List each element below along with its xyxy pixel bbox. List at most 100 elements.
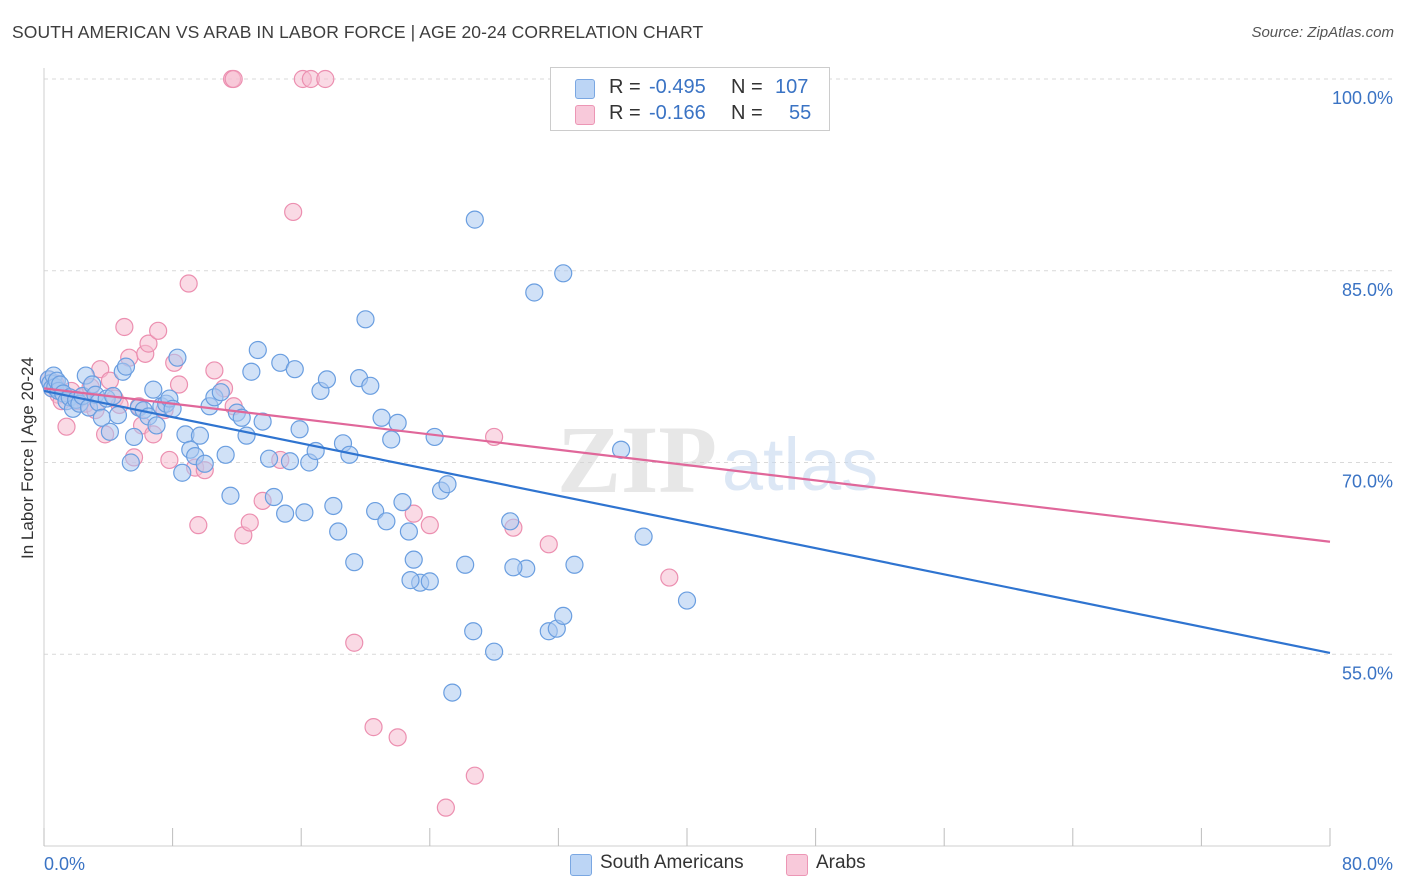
south-american-point <box>554 264 573 283</box>
arab-point <box>205 361 224 380</box>
watermark: ZIP atlas <box>557 406 878 513</box>
arab-point <box>364 718 383 737</box>
south-american-point <box>485 642 504 661</box>
arab-point <box>404 504 423 523</box>
arab-point <box>57 417 76 436</box>
south-american-point <box>253 412 272 431</box>
south-american-point <box>290 420 309 439</box>
south-american-point <box>525 283 544 302</box>
south-american-point <box>377 512 396 531</box>
south-american-point <box>248 340 267 360</box>
arab-point <box>240 513 259 532</box>
legend-r-label: R = <box>609 102 641 124</box>
arab-point <box>149 321 168 340</box>
south-american-point <box>356 310 375 329</box>
correlation-legend: R = -0.495 N = 107 R = -0.166 N = 55 <box>550 67 830 131</box>
south-american-point <box>216 445 235 464</box>
south-american-point <box>345 553 364 572</box>
chart-source: Source: ZipAtlas.com <box>1251 24 1394 41</box>
south-american-point <box>425 427 444 447</box>
arab-point <box>420 516 439 535</box>
legend-swatch-blue <box>575 79 595 99</box>
south-american-point <box>317 370 337 389</box>
legend-n-label: N = <box>731 102 763 124</box>
south-american-point <box>504 558 523 577</box>
arab-point <box>115 317 134 337</box>
arab-point <box>169 375 189 394</box>
south-american-point <box>295 503 314 522</box>
south-american-point <box>366 501 385 521</box>
legend-n-label: N = <box>731 76 763 98</box>
south-american-point <box>108 406 128 425</box>
south-american-point <box>565 555 584 574</box>
arab-point <box>539 535 558 554</box>
axis-labels: 55.0% 70.0% 85.0% 100.0% 0.0% 80.0% <box>44 88 1393 874</box>
arab-point <box>189 516 208 535</box>
south-american-point <box>464 622 483 641</box>
trend-lines <box>43 387 1331 655</box>
y-tick-label: 85.0% <box>1342 280 1393 300</box>
arab-point <box>224 69 243 89</box>
arab-point <box>660 568 679 587</box>
south-american-point <box>100 422 120 441</box>
south-american-point <box>195 454 214 473</box>
south-american-point <box>361 376 380 395</box>
legend-r-value: -0.495 <box>649 76 706 98</box>
south-american-point <box>438 475 457 494</box>
south-american-point <box>554 606 573 626</box>
south-american-point <box>372 408 391 427</box>
y-tick-label: 70.0% <box>1342 472 1393 492</box>
south-american-points <box>39 210 697 702</box>
south-american-point <box>144 380 163 399</box>
bottom-legend-swatch-pink <box>786 854 808 876</box>
south-american-point <box>401 571 420 590</box>
south-american-point <box>116 357 136 376</box>
south-american-point <box>280 452 300 471</box>
south-american-point <box>147 416 166 435</box>
south-american-point <box>501 512 520 531</box>
watermark-atlas: atlas <box>722 423 878 506</box>
south-american-point <box>190 426 210 445</box>
south-american-point <box>382 430 401 449</box>
arab-point <box>139 334 158 353</box>
south-american-point <box>443 683 462 702</box>
arab-point <box>436 798 455 817</box>
south-american-point <box>324 496 343 516</box>
bottom-legend-swatch-blue <box>570 854 592 876</box>
arab-point <box>465 766 484 785</box>
y-axis-label: In Labor Force | Age 20-24 <box>18 357 37 559</box>
south-american-point <box>264 487 283 507</box>
legend-n-value: 107 <box>775 76 809 98</box>
south-american-point <box>124 427 144 447</box>
south-american-point <box>211 383 230 402</box>
south-american-point <box>259 449 279 468</box>
arab-point <box>160 450 179 470</box>
south-american-point <box>285 360 304 379</box>
x-tick-label: 0.0% <box>44 854 85 874</box>
arab-point <box>284 202 303 222</box>
legend-r-value: -0.166 <box>649 102 706 124</box>
south-american-point <box>329 522 348 541</box>
arab-point <box>316 69 335 89</box>
arab-trend-line <box>43 387 1331 543</box>
chart-title: SOUTH AMERICAN VS ARAB IN LABOR FORCE | … <box>12 22 704 42</box>
arab-point <box>388 728 407 747</box>
south-american-point <box>399 522 419 541</box>
legend-r-label: R = <box>609 76 641 98</box>
legend-swatch-pink <box>575 105 595 125</box>
bottom-legend-label-pink: Arabs <box>816 852 866 873</box>
arab-point <box>345 633 364 652</box>
y-tick-label: 100.0% <box>1332 88 1393 108</box>
south-american-point <box>237 426 256 445</box>
south-american-point <box>276 504 295 523</box>
south-american-point <box>121 453 140 472</box>
arab-point <box>179 274 198 293</box>
legend-n-value: 55 <box>789 102 812 124</box>
south-american-point <box>393 493 412 512</box>
south-american-point <box>465 210 484 229</box>
south-american-point <box>242 362 261 381</box>
south-american-point <box>634 527 653 546</box>
bottom-legend-label-blue: South Americans <box>600 852 744 873</box>
south-american-point <box>173 463 192 482</box>
